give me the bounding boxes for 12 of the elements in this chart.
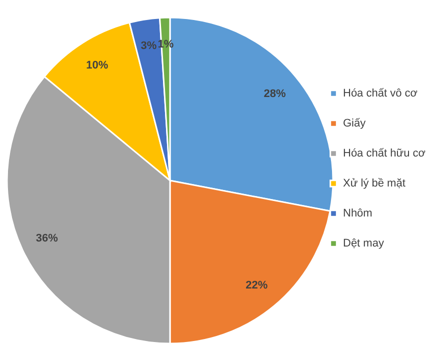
legend-label: Giấy <box>343 118 366 130</box>
data-label: 3% <box>140 40 157 52</box>
legend-label: Hóa chất hữu cơ <box>343 148 426 160</box>
data-label: 1% <box>158 38 174 51</box>
legend-label: Nhôm <box>343 208 372 220</box>
legend-label: Xử lý bề mặt <box>343 178 406 190</box>
data-label: 36% <box>36 232 58 244</box>
data-label: 28% <box>264 88 286 100</box>
legend-label: Hóa chất vô cơ <box>343 88 418 100</box>
data-label: 22% <box>246 279 268 292</box>
data-label: 10% <box>86 60 108 72</box>
legend-label: Dệt may <box>343 238 384 250</box>
